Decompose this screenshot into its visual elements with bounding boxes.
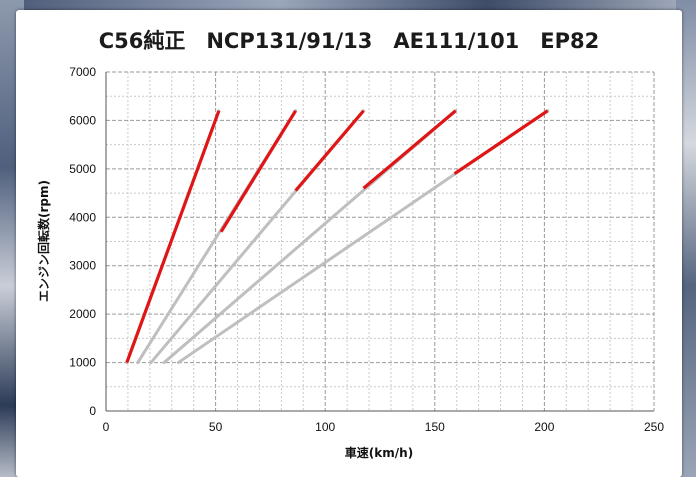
x-tick-label: 150 [425,420,445,434]
y-tick-label: 4000 [69,210,96,224]
x-tick-label: 0 [103,420,110,434]
gear-5-used-range [453,109,549,176]
y-tick-label: 5000 [69,162,96,176]
chart-title: C56純正 NCP131/91/13 AE111/101 EP82 [99,29,600,53]
x-axis-label: 車速(km/h) [345,445,413,460]
y-tick-label: 1000 [69,356,96,370]
y-tick-label: 2000 [69,307,96,321]
x-tick-label: 250 [644,420,664,434]
y-tick-label: 0 [89,404,96,418]
gear-4-used-range [362,109,457,190]
y-tick-label: 7000 [69,65,96,79]
gear-3-used-range [294,109,365,192]
y-tick-label: 3000 [69,259,96,273]
x-tick-label: 200 [534,420,554,434]
axes [105,72,655,412]
grid [106,71,654,411]
gear-1-used-range [125,110,221,364]
y-tick-labels: 0 1000 2000 3000 4000 5000 6000 7000 [69,65,96,418]
x-tick-labels: 0 50 100 150 200 250 [103,420,665,434]
gear-lines [125,109,550,365]
gear-2-used-range [219,109,297,233]
x-tick-label: 100 [315,420,335,434]
x-tick-label: 50 [209,420,223,434]
y-tick-label: 6000 [69,113,96,127]
y-axis-label: エンジン回転数(rpm) [36,180,51,302]
